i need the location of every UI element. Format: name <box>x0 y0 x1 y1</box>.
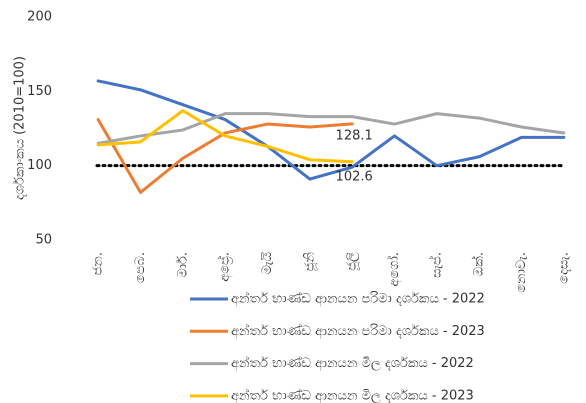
x-tick-label: අප්‍රේ. <box>217 252 233 282</box>
x-tick-label: ජන. <box>91 252 106 276</box>
x-tick-label: සැප්. <box>428 252 444 278</box>
x-tick-label: මාර්. <box>174 252 190 278</box>
x-tick-label: මැයි <box>260 252 275 275</box>
series-line <box>96 109 354 164</box>
legend-label: අන්තර් භාණ්ඩ ආනයන මිල දර්ශකය - 2022 <box>231 355 474 371</box>
data-label: 128.1 <box>336 128 373 143</box>
legend-label: අන්තර් භාණ්ඩ ආනයන පරිමා දර්ශකය - 2023 <box>231 323 485 339</box>
series-line <box>96 118 354 194</box>
x-tick-label: ජූලි <box>345 252 360 271</box>
data-label: 102.6 <box>336 169 373 184</box>
x-tick-label: නොවැ. <box>514 252 529 293</box>
x-tick-label: ජූනි <box>302 252 317 272</box>
series-line <box>96 79 566 181</box>
y-tick-label: 100 <box>27 158 52 173</box>
legend-label: අන්තර් භාණ්ඩ ආනයන පරිමා දර්ශකය - 2022 <box>231 290 485 306</box>
y-tick-label: 50 <box>35 233 52 248</box>
y-tick-label: 150 <box>27 84 52 99</box>
x-tick-label: පෙබ. <box>133 252 148 283</box>
legend-label: අන්තර් භාණ්ඩ ආනයන මිල දර්ශකය - 2023 <box>231 387 474 403</box>
x-tick-label: දෙසැ. <box>556 252 571 284</box>
y-tick-label: 200 <box>27 10 52 25</box>
x-tick-label: අගෝ. <box>386 252 402 287</box>
series-line <box>96 112 566 145</box>
x-tick-label: ඔක්. <box>471 252 487 276</box>
y-axis-title: දර්ශකාංකය (2010=100) <box>12 56 28 200</box>
